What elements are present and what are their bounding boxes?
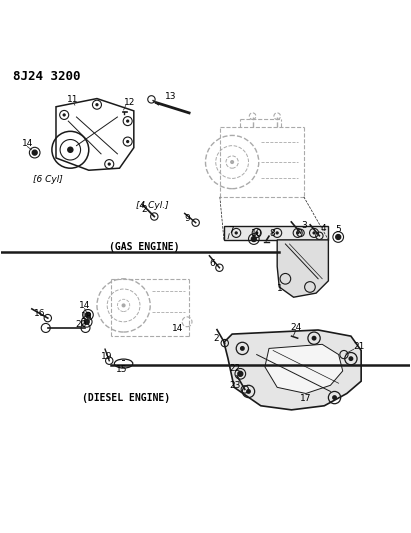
Circle shape <box>95 103 99 107</box>
Circle shape <box>238 372 243 376</box>
Circle shape <box>312 336 316 341</box>
Circle shape <box>230 160 234 164</box>
Polygon shape <box>224 330 361 410</box>
Text: 11: 11 <box>67 95 78 104</box>
Circle shape <box>67 147 74 153</box>
Text: (DIESEL ENGINE): (DIESEL ENGINE) <box>81 393 170 403</box>
Text: 2: 2 <box>213 334 219 343</box>
Circle shape <box>312 231 316 235</box>
Polygon shape <box>265 344 343 393</box>
Text: 9: 9 <box>184 214 190 223</box>
Text: 8: 8 <box>269 229 275 238</box>
Text: 20: 20 <box>75 320 86 329</box>
Circle shape <box>240 346 245 351</box>
Text: 14: 14 <box>172 324 183 333</box>
Circle shape <box>349 356 353 361</box>
Circle shape <box>336 235 341 239</box>
Circle shape <box>235 231 238 235</box>
Text: 14: 14 <box>22 139 33 148</box>
Circle shape <box>126 140 129 143</box>
Text: 22: 22 <box>229 365 240 374</box>
Text: 8J24 3200: 8J24 3200 <box>13 69 81 83</box>
Circle shape <box>296 231 299 235</box>
Circle shape <box>62 114 66 117</box>
Circle shape <box>108 163 111 166</box>
Text: 14: 14 <box>79 301 90 310</box>
Text: 7: 7 <box>229 227 234 236</box>
Polygon shape <box>224 225 328 240</box>
Circle shape <box>275 231 279 235</box>
Text: 15: 15 <box>116 365 127 374</box>
Text: 2: 2 <box>141 206 147 214</box>
Circle shape <box>126 119 129 123</box>
Text: [4 Cyl.]: [4 Cyl.] <box>136 201 169 211</box>
Text: 10: 10 <box>251 229 263 238</box>
Text: 1: 1 <box>277 284 283 293</box>
Text: 16: 16 <box>34 309 45 318</box>
Circle shape <box>246 389 251 394</box>
Text: 21: 21 <box>353 342 365 351</box>
Text: 17: 17 <box>300 394 312 403</box>
Circle shape <box>84 319 89 324</box>
Text: 18: 18 <box>81 312 92 321</box>
Text: 4: 4 <box>321 224 326 233</box>
Text: 6: 6 <box>210 259 215 268</box>
Polygon shape <box>277 240 328 297</box>
Text: [6 Cyl]: [6 Cyl] <box>33 175 62 184</box>
Circle shape <box>122 303 126 308</box>
Circle shape <box>85 312 90 317</box>
Text: 12: 12 <box>124 98 135 107</box>
Text: 19: 19 <box>101 352 112 361</box>
Circle shape <box>252 237 256 241</box>
Text: 3: 3 <box>302 221 307 230</box>
Circle shape <box>255 231 259 235</box>
Text: 24: 24 <box>290 324 301 333</box>
Text: (GAS ENGINE): (GAS ENGINE) <box>109 242 179 252</box>
Circle shape <box>332 395 337 400</box>
Text: 13: 13 <box>165 92 176 101</box>
Text: 5: 5 <box>335 225 341 234</box>
Circle shape <box>32 150 37 155</box>
Text: 23: 23 <box>229 381 241 390</box>
